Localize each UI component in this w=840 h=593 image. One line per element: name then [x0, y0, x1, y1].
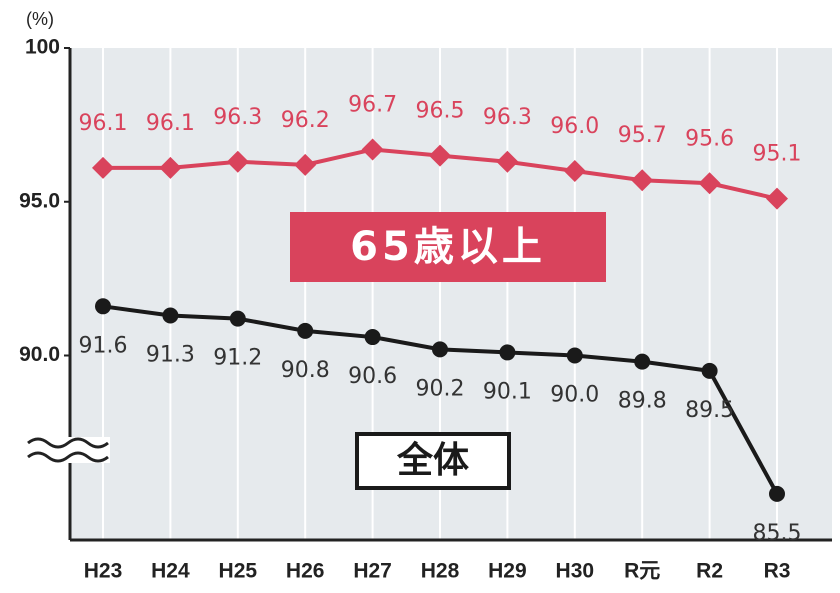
point — [95, 298, 111, 315]
legend-label: 全体 — [396, 439, 469, 481]
value-label: 90.0 — [550, 383, 599, 408]
point — [229, 310, 246, 327]
point — [162, 307, 179, 324]
x-tick-label: H23 — [84, 560, 123, 583]
value-label: 96.5 — [416, 99, 465, 124]
legend-label: 65歳以上 — [350, 224, 546, 270]
point — [432, 341, 448, 358]
point — [766, 187, 788, 210]
value-label: 91.6 — [79, 333, 128, 358]
point — [496, 150, 519, 173]
point — [698, 172, 721, 195]
legend-box — [290, 212, 606, 282]
axis-break — [25, 437, 110, 463]
point — [563, 160, 586, 182]
x-tick-label: H28 — [421, 560, 460, 583]
x-tick-label: H27 — [353, 560, 392, 583]
value-label: 90.8 — [281, 358, 330, 383]
y-tick-label: 95.0 — [19, 189, 60, 212]
point — [769, 485, 785, 502]
point — [701, 362, 718, 379]
x-tick-label: H26 — [286, 560, 325, 583]
value-label: 96.3 — [213, 105, 262, 130]
point — [566, 347, 583, 364]
value-label: 95.6 — [685, 126, 734, 151]
point — [226, 150, 249, 173]
y-axis-label: (%) — [26, 9, 54, 29]
point — [634, 353, 651, 370]
x-tick-label: R元 — [624, 560, 660, 583]
y-tick-label: 100 — [25, 36, 60, 59]
value-label: 95.7 — [618, 123, 667, 148]
value-label: 91.3 — [146, 343, 195, 368]
y-tick-label: 90.0 — [19, 343, 60, 366]
value-label: 96.7 — [348, 92, 397, 117]
point — [429, 144, 451, 167]
point — [364, 329, 381, 346]
legend-box — [355, 432, 511, 490]
point — [297, 322, 314, 339]
value-label: 85.5 — [753, 521, 802, 546]
point — [92, 156, 114, 179]
value-label: 95.1 — [753, 142, 802, 167]
value-label: 90.1 — [483, 379, 532, 404]
value-label: 96.1 — [146, 111, 195, 136]
x-tick-label: H24 — [151, 560, 190, 583]
point — [631, 169, 654, 192]
x-tick-label: H30 — [556, 560, 595, 583]
value-label: 96.2 — [281, 108, 330, 133]
value-label: 90.2 — [416, 376, 465, 401]
point — [294, 153, 317, 176]
x-tick-label: H29 — [488, 560, 527, 583]
point — [499, 344, 516, 361]
point — [159, 156, 182, 179]
grid — [102, 48, 778, 540]
x-tick-label: R3 — [764, 560, 791, 583]
value-label: 96.1 — [79, 111, 128, 136]
value-label: 91.2 — [213, 346, 262, 371]
value-label: 96.3 — [483, 105, 532, 130]
value-label: 89.8 — [618, 389, 667, 414]
x-tick-label: H25 — [219, 560, 258, 583]
value-label: 89.5 — [685, 398, 734, 423]
point — [361, 138, 384, 161]
x-tick-label: R2 — [696, 560, 723, 583]
value-label: 90.6 — [348, 364, 397, 389]
value-label: 96.0 — [550, 114, 599, 139]
